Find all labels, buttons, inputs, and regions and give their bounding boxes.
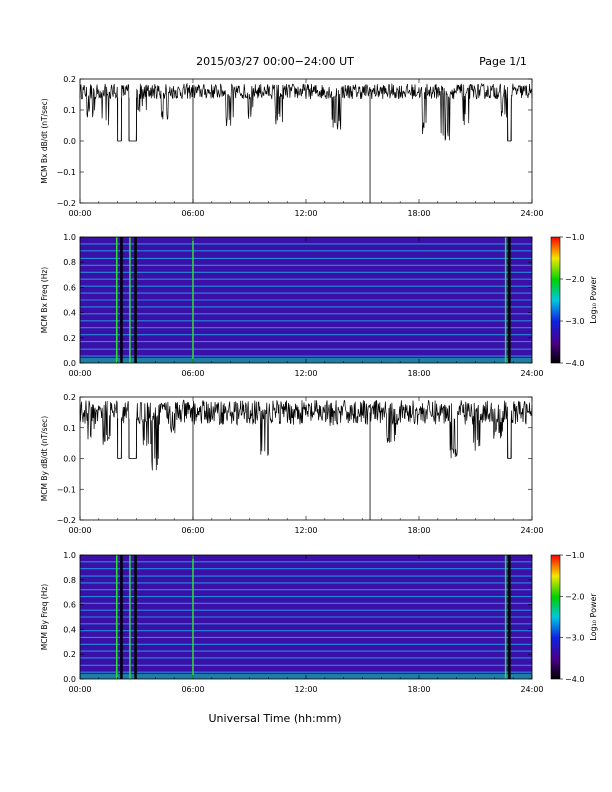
page-title: 2015/03/27 00:00−24:00 UT xyxy=(196,55,354,68)
colorbar-tick-label: −4.0 xyxy=(565,359,584,368)
page-number: Page 1/1 xyxy=(479,55,527,68)
y-axis-label: MCM Bx Freq (Hz) xyxy=(40,267,49,333)
panel-4: −1.0 −2.0 −3.0 −4.0 Log₁₀ Power 1.0 0.8 0.6 0.4 0… xyxy=(40,551,598,694)
y-tick-label: −0.2 xyxy=(57,516,76,525)
y-tick-label: 1.0 xyxy=(63,233,76,242)
x-tick-label: 24:00 xyxy=(520,369,543,378)
colorbar-gradient xyxy=(550,236,561,364)
x-tick-label: 24:00 xyxy=(520,685,543,694)
panel-1: 0.2 0.1 0.0 −0.1 −0.200:00 06:00 12:00 18:00 24:… xyxy=(40,75,544,218)
colorbar-tick-label: −4.0 xyxy=(565,675,584,684)
colorbar-tick-label: −2.0 xyxy=(565,275,584,284)
y-tick-label: 0.6 xyxy=(63,601,76,610)
x-tick-label: 06:00 xyxy=(181,526,204,535)
colorbar-gradient xyxy=(550,554,561,680)
y-tick-label: 0.4 xyxy=(63,309,76,318)
x-tick-label: 00:00 xyxy=(68,526,91,535)
y-tick-label: −0.1 xyxy=(57,168,76,177)
colorbar-tick-label: −1.0 xyxy=(565,233,584,242)
x-tick-label: 12:00 xyxy=(294,209,317,218)
y-axis-label: MCM Bx dB/dt (nT/sec) xyxy=(40,98,49,183)
x-tick-label: 12:00 xyxy=(294,526,317,535)
colorbar-tick-label: −3.0 xyxy=(565,634,584,643)
colorbar-tick-label: −3.0 xyxy=(565,317,584,326)
y-tick-label: 0.6 xyxy=(63,283,76,292)
x-tick-label: 18:00 xyxy=(407,526,430,535)
y-tick-label: 0.8 xyxy=(63,576,76,585)
panel-2: −1.0 −2.0 −3.0 −4.0 Log₁₀ Power 1.0 0.8 0.6 0.4 0… xyxy=(40,233,598,378)
colorbar-label: Log₁₀ Power xyxy=(589,593,598,641)
y-tick-label: 0.8 xyxy=(63,258,76,267)
x-tick-label: 18:00 xyxy=(407,685,430,694)
waveform-line xyxy=(79,82,533,142)
x-tick-label: 00:00 xyxy=(68,369,91,378)
y-tick-label: −0.1 xyxy=(57,485,76,494)
x-tick-label: 00:00 xyxy=(68,209,91,218)
x-tick-label: 12:00 xyxy=(294,685,317,694)
colorbar-label: Log₁₀ Power xyxy=(589,276,598,324)
colorbar: −1.0 −2.0 −3.0 −4.0 Log₁₀ Power xyxy=(550,551,598,684)
x-tick-label: 24:00 xyxy=(520,209,543,218)
y-tick-label: 0.2 xyxy=(63,334,76,343)
y-tick-label: 0.0 xyxy=(63,675,76,684)
y-tick-label: 0.2 xyxy=(63,393,76,402)
x-tick-label: 18:00 xyxy=(407,369,430,378)
y-tick-label: 0.1 xyxy=(63,106,76,115)
y-tick-label: −0.2 xyxy=(57,199,76,208)
x-tick-label: 00:00 xyxy=(68,685,91,694)
x-tick-label: 06:00 xyxy=(181,369,204,378)
y-tick-label: 0.0 xyxy=(63,455,76,464)
waveform-line xyxy=(79,399,533,471)
x-tick-label: 18:00 xyxy=(407,209,430,218)
y-tick-label: 0.4 xyxy=(63,625,76,634)
colorbar: −1.0 −2.0 −3.0 −4.0 Log₁₀ Power xyxy=(550,233,598,368)
panel-3: 0.2 0.1 0.0 −0.1 −0.200:00 06:00 12:00 18:00 24:… xyxy=(40,393,544,535)
y-tick-label: 0.2 xyxy=(63,650,76,659)
x-tick-label: 12:00 xyxy=(294,369,317,378)
y-tick-label: 0.0 xyxy=(63,359,76,368)
y-axis-label: MCM By Freq (Hz) xyxy=(40,584,49,650)
y-tick-label: 1.0 xyxy=(63,551,76,560)
x-axis-label: Universal Time (hh:mm) xyxy=(209,712,342,725)
y-tick-label: 0.1 xyxy=(63,424,76,433)
y-tick-label: 0.0 xyxy=(63,137,76,146)
colorbar-tick-label: −1.0 xyxy=(565,551,584,560)
y-tick-label: 0.2 xyxy=(63,75,76,84)
colorbar-tick-label: −2.0 xyxy=(565,592,584,601)
x-tick-label: 06:00 xyxy=(181,685,204,694)
y-axis-label: MCM By dB/dt (nT/sec) xyxy=(40,416,49,501)
x-tick-label: 24:00 xyxy=(520,526,543,535)
x-tick-label: 06:00 xyxy=(181,209,204,218)
